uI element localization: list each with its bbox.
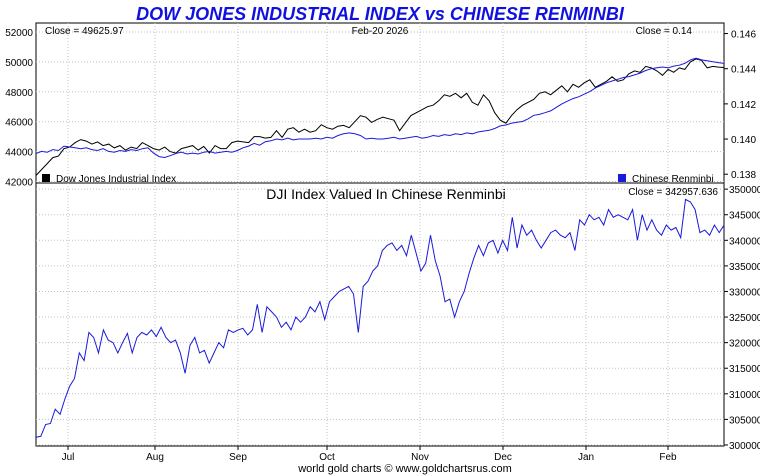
x-tick-label-nov: Nov	[411, 452, 429, 463]
chart-title: DOW JONES INDUSTRIAL INDEX vs CHINESE RE…	[136, 4, 625, 24]
top-right-tick-label: 0.146	[731, 30, 756, 41]
top-right-tick-label: 0.144	[731, 65, 756, 76]
cny-close-label: Close = 0.14	[636, 26, 693, 37]
top-left-tick-label: 44000	[5, 148, 33, 159]
top-right-tick-label: 0.140	[731, 135, 756, 146]
cny-legend-label: Chinese Renminbi	[632, 174, 714, 185]
bottom-right-tick-label: 335000	[729, 262, 760, 273]
bottom-right-tick-label: 315000	[729, 364, 760, 375]
bottom-right-tick-label: 350000	[729, 185, 760, 196]
top-right-tick-label: 0.138	[731, 170, 756, 181]
bottom-right-axis-ticks: 350000 345000 340000 335000 330000 325000 3200…	[724, 185, 760, 452]
top-right-axis-ticks: 0.146 0.144 0.142 0.140 0.138	[724, 30, 756, 181]
bottom-chart-title: DJI Index Valued In Chinese Renminbi	[266, 186, 505, 202]
top-panel-frame	[35, 22, 725, 184]
x-tick-label-jul: Jul	[62, 452, 75, 463]
cny-legend-swatch	[618, 174, 626, 182]
bottom-right-tick-label: 320000	[729, 339, 760, 350]
bottom-right-tick-label: 300000	[729, 441, 760, 452]
x-tick-label-aug: Aug	[146, 452, 164, 463]
x-tick-label-sep: Sep	[229, 452, 247, 463]
bottom-panel-grid	[36, 183, 724, 446]
top-left-axis-ticks: 52000 50000 48000 46000 44000 42000	[5, 28, 33, 189]
top-left-tick-label: 42000	[5, 178, 33, 189]
bottom-right-tick-label: 325000	[729, 313, 760, 324]
top-right-tick-label: 0.142	[731, 100, 756, 111]
top-left-tick-label: 48000	[5, 88, 33, 99]
ratio-series-line	[35, 198, 725, 438]
dow-series-line	[35, 58, 725, 176]
bottom-right-tick-label: 330000	[729, 287, 760, 298]
bottom-panel-frame	[35, 182, 725, 447]
x-axis-labels: Jul Aug Sep Oct Nov Dec Jan Feb	[62, 446, 677, 463]
ratio-close-label: Close = 342957.636	[628, 187, 718, 198]
top-panel-grid	[36, 23, 724, 183]
bottom-right-tick-label: 305000	[729, 415, 760, 426]
bottom-right-tick-label: 345000	[729, 211, 760, 222]
x-tick-label-dec: Dec	[494, 452, 512, 463]
x-tick-label-oct: Oct	[319, 452, 335, 463]
top-left-tick-label: 46000	[5, 118, 33, 129]
top-left-tick-label: 50000	[5, 58, 33, 69]
cny-series-line	[35, 57, 725, 159]
date-label: Feb-20 2026	[352, 26, 409, 37]
x-tick-label-feb: Feb	[659, 452, 677, 463]
dow-legend-swatch	[42, 174, 50, 182]
dow-legend-label: Dow Jones Industrial Index	[56, 174, 176, 185]
top-left-tick-label: 52000	[5, 28, 33, 39]
bottom-right-tick-label: 340000	[729, 236, 760, 247]
dow-close-label: Close = 49625.97	[45, 26, 124, 37]
footer-credit: world gold charts © www.goldchartsrus.co…	[297, 463, 512, 475]
x-tick-label-jan: Jan	[578, 452, 594, 463]
bottom-right-tick-label: 310000	[729, 390, 760, 401]
